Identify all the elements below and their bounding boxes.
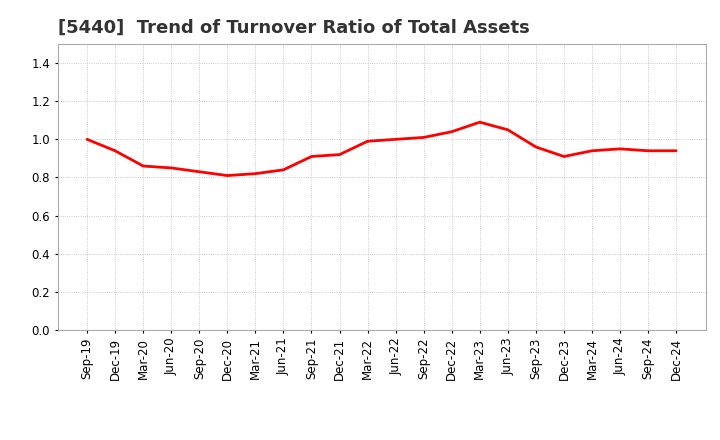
- Text: [5440]  Trend of Turnover Ratio of Total Assets: [5440] Trend of Turnover Ratio of Total …: [58, 19, 529, 37]
